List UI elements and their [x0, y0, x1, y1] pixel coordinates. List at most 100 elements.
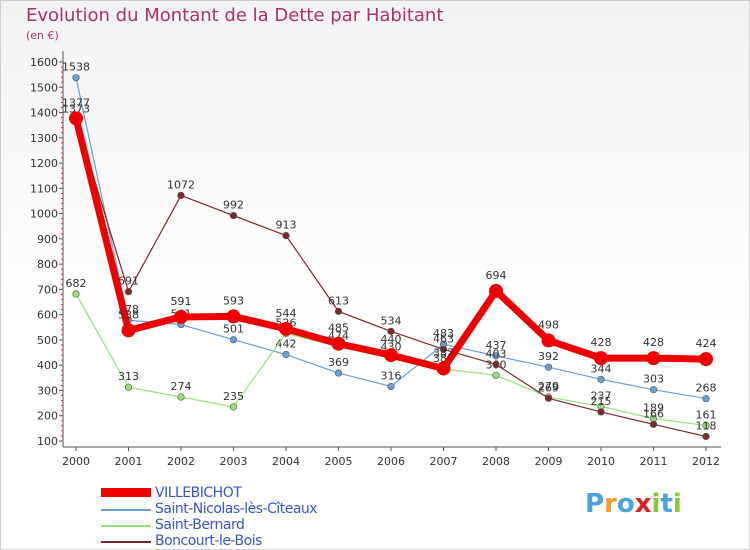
- brand-letter: t: [660, 489, 673, 519]
- data-label-saint-nicolas-les-citeaux: 303: [643, 373, 664, 386]
- y-tick-label: 1100: [30, 182, 58, 195]
- y-tick-label: 1300: [30, 132, 58, 145]
- data-point-boncourt-le-bois: [387, 327, 395, 335]
- data-label-villebichot: 1377: [62, 96, 90, 109]
- data-point-villebichot: [699, 352, 713, 367]
- data-label-saint-nicolas-les-citeaux: 344: [591, 362, 612, 375]
- data-label-boncourt-le-bois: 913: [276, 219, 297, 232]
- x-tick-label: 2010: [587, 455, 615, 468]
- data-point-boncourt-le-bois: [124, 288, 133, 296]
- data-label-saint-nicolas-les-citeaux: 483: [433, 327, 454, 340]
- data-point-saint-bernard: [492, 371, 500, 379]
- data-label-villebichot: 424: [696, 337, 717, 350]
- data-point-saint-nicolas-les-citeaux: [282, 350, 290, 359]
- data-point-boncourt-le-bois: [439, 345, 448, 353]
- data-point-villebichot: [594, 351, 608, 366]
- x-tick-label: 2000: [62, 455, 90, 468]
- data-label-boncourt-le-bois: 1072: [167, 178, 195, 191]
- data-point-saint-nicolas-les-citeaux: [597, 375, 605, 383]
- x-tick-label: 2012: [692, 455, 720, 468]
- data-point-saint-bernard: [702, 421, 710, 430]
- data-label-saint-bernard: 682: [66, 277, 87, 290]
- data-label-saint-nicolas-les-citeaux: 316: [381, 369, 402, 382]
- data-point-villebichot: [226, 309, 241, 324]
- brand-letter: P: [585, 489, 605, 519]
- data-label-saint-bernard: 161: [696, 409, 717, 422]
- x-tick-label: 2009: [535, 455, 563, 468]
- data-point-villebichot: [174, 309, 188, 324]
- data-label-boncourt-le-bois: 534: [381, 314, 402, 327]
- x-tick-label: 2004: [272, 455, 300, 468]
- data-label-villebichot: 538: [118, 308, 139, 321]
- data-point-boncourt-le-bois: [229, 212, 238, 220]
- y-tick-label: 300: [37, 384, 58, 397]
- y-tick-label: 1400: [30, 107, 58, 120]
- y-tick-label: 700: [37, 283, 58, 296]
- data-point-saint-bernard: [177, 393, 185, 401]
- data-label-villebichot: 428: [591, 336, 612, 349]
- legend-swatch-saint-nicolas: [101, 509, 151, 511]
- data-label-saint-bernard: 430: [381, 341, 402, 354]
- brand-letter: x: [634, 489, 652, 519]
- y-tick-label: 500: [37, 334, 58, 347]
- data-label-saint-bernard: 237: [591, 389, 612, 402]
- data-point-saint-bernard: [229, 403, 238, 411]
- legend-swatch-villebichot: [101, 488, 151, 497]
- data-label-villebichot: 593: [223, 294, 244, 307]
- y-tick-label: 1000: [30, 208, 58, 221]
- data-point-saint-nicolas-les-citeaux: [702, 394, 710, 403]
- y-tick-label: 400: [37, 359, 58, 372]
- data-label-boncourt-le-bois: 613: [328, 294, 349, 307]
- data-label-saint-nicolas-les-citeaux: 1538: [62, 61, 90, 74]
- data-label-saint-nicolas-les-citeaux: 268: [696, 382, 717, 395]
- data-point-saint-nicolas-les-citeaux: [649, 386, 658, 394]
- brand-logo: Proxiti: [585, 489, 682, 519]
- data-label-saint-bernard: 274: [171, 380, 192, 393]
- y-tick-label: 1200: [30, 157, 58, 170]
- y-tick-label: 100: [37, 435, 58, 448]
- data-label-saint-nicolas-les-citeaux: 501: [223, 323, 244, 336]
- data-point-boncourt-le-bois: [492, 360, 500, 369]
- data-label-saint-bernard: 279: [538, 380, 559, 393]
- data-point-boncourt-le-bois: [334, 307, 343, 315]
- data-point-villebichot: [541, 333, 556, 348]
- x-tick-label: 2006: [377, 455, 405, 468]
- data-point-saint-bernard: [72, 290, 80, 298]
- y-tick-label: 900: [37, 233, 58, 246]
- x-tick-label: 2001: [115, 455, 143, 468]
- legend-swatch-saint-bernard: [101, 525, 151, 527]
- data-point-saint-nicolas-les-citeaux: [229, 336, 238, 344]
- x-tick-label: 2011: [640, 455, 668, 468]
- brand-letter: i: [651, 489, 661, 519]
- brand-letter: i: [672, 489, 682, 519]
- legend-label-boncourt: Boncourt-le-Bois: [155, 533, 262, 549]
- data-label-boncourt-le-bois: 215: [591, 395, 612, 408]
- data-label-villebichot: 485: [328, 322, 349, 335]
- legend-swatch-boncourt: [101, 541, 151, 543]
- data-point-villebichot: [121, 323, 136, 338]
- brand-letter: o: [616, 489, 635, 519]
- data-point-saint-nicolas-les-citeaux: [492, 352, 500, 360]
- data-point-villebichot: [489, 283, 503, 298]
- data-label-villebichot: 387: [433, 346, 454, 359]
- data-label-villebichot: 428: [643, 336, 664, 349]
- y-tick-label: 600: [37, 309, 58, 322]
- data-point-boncourt-le-bois: [544, 394, 553, 402]
- data-label-villebichot: 498: [538, 318, 559, 331]
- y-tick-label: 800: [37, 258, 58, 271]
- data-point-villebichot: [646, 351, 661, 366]
- data-label-saint-nicolas-les-citeaux: 437: [486, 339, 507, 352]
- x-tick-label: 2005: [325, 455, 353, 468]
- data-point-saint-nicolas-les-citeaux: [334, 369, 343, 377]
- data-label-boncourt-le-bois: 118: [696, 419, 717, 432]
- data-label-boncourt-le-bois: 463: [433, 332, 454, 345]
- legend-label-saint-nicolas: Saint-Nicolas-lès-Cîteaux: [155, 501, 318, 517]
- data-point-saint-nicolas-les-citeaux: [72, 74, 80, 82]
- data-label-villebichot: 544: [276, 307, 297, 320]
- data-point-villebichot: [331, 336, 346, 351]
- data-label-boncourt-le-bois: 691: [118, 275, 139, 288]
- data-label-boncourt-le-bois: 403: [486, 347, 507, 360]
- data-label-boncourt-le-bois: 1373: [62, 102, 90, 115]
- data-label-saint-bernard: 235: [223, 390, 244, 403]
- data-point-boncourt-le-bois: [702, 432, 710, 441]
